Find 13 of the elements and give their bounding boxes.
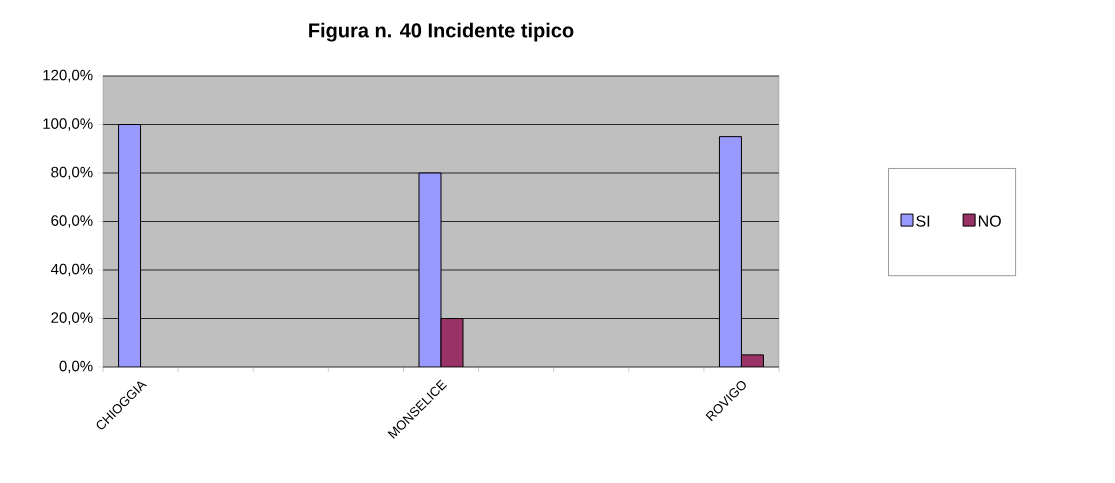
y-tick-label: 0,0% xyxy=(59,360,93,374)
legend-label: SI xyxy=(916,215,930,227)
y-tick-label: 60,0% xyxy=(51,215,93,228)
y-tick-label: 120,0% xyxy=(43,69,93,83)
chart-title: Figura n. 40 Incidente tipico xyxy=(309,22,574,42)
y-tick-label: 100,0% xyxy=(43,118,93,131)
legend-label: NO xyxy=(978,215,1001,227)
bar xyxy=(718,136,742,367)
y-tick-label: 80,0% xyxy=(51,166,93,180)
bar xyxy=(118,124,142,367)
y-tick-label: 20,0% xyxy=(51,312,93,325)
bar xyxy=(418,172,442,367)
y-tick-label: 40,0% xyxy=(50,263,93,277)
